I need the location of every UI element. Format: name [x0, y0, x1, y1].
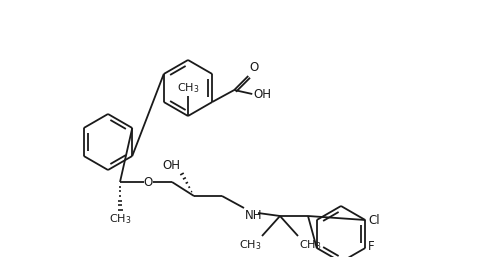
Text: O: O: [144, 176, 152, 188]
Text: NH: NH: [245, 209, 262, 222]
Text: OH: OH: [253, 87, 271, 100]
Text: OH: OH: [162, 159, 180, 172]
Text: CH$_3$: CH$_3$: [238, 238, 261, 252]
Text: CH$_3$: CH$_3$: [109, 212, 131, 226]
Text: CH$_3$: CH$_3$: [299, 238, 322, 252]
Text: O: O: [249, 61, 258, 74]
Text: F: F: [368, 241, 375, 253]
Text: Cl: Cl: [368, 215, 380, 227]
Text: CH$_3$: CH$_3$: [177, 81, 199, 95]
